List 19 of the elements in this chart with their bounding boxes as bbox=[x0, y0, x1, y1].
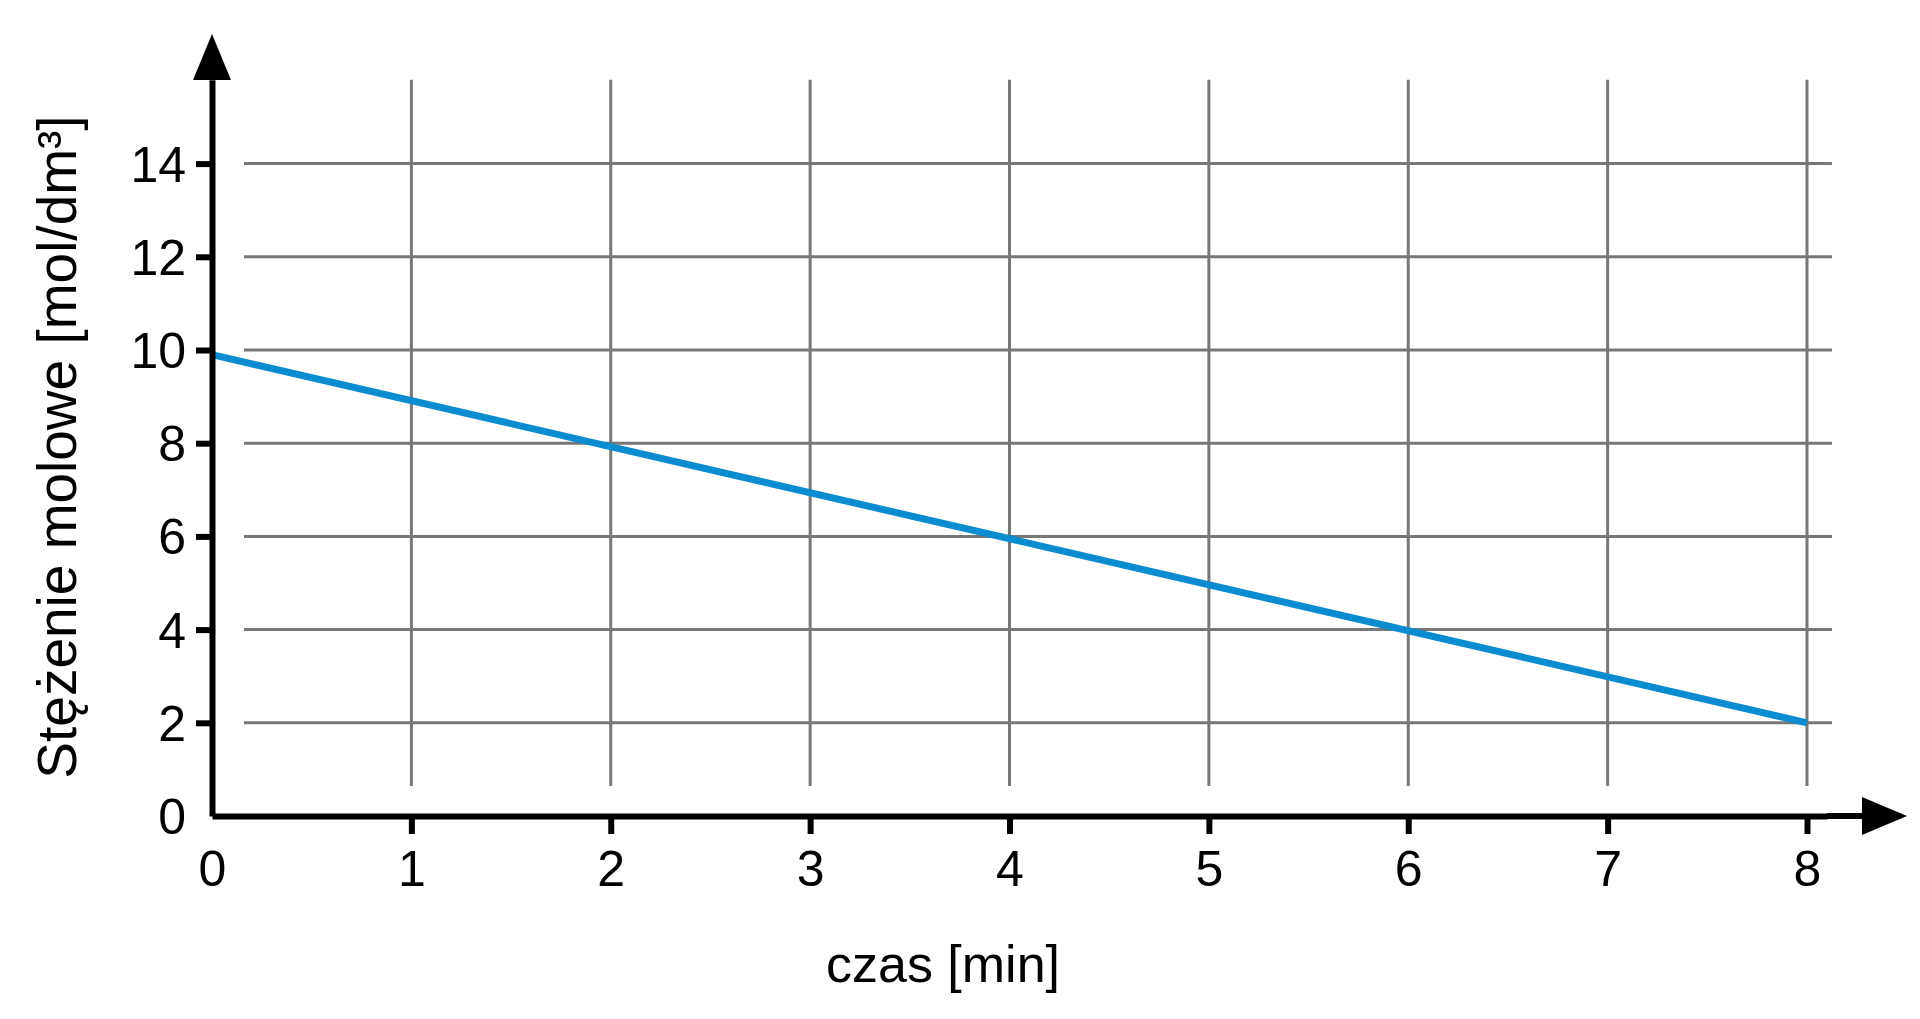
y-tick-label: 12 bbox=[130, 229, 186, 286]
y-tick-label: 6 bbox=[158, 509, 186, 566]
y-axis-title: Stężenie molowe [mol/dm³] bbox=[26, 115, 88, 779]
y-tick-label: 4 bbox=[158, 602, 186, 659]
x-tick-label: 0 bbox=[198, 841, 227, 897]
x-tick-label: 3 bbox=[796, 841, 825, 897]
x-tick-label: 2 bbox=[597, 841, 626, 897]
x-tick-label: 5 bbox=[1195, 841, 1224, 897]
x-axis-title: czas [min] bbox=[825, 935, 1061, 993]
x-tick-label: 1 bbox=[397, 841, 426, 897]
y-tick-label: 8 bbox=[158, 416, 186, 473]
y-tick-label: 14 bbox=[130, 136, 186, 193]
x-tick-label: 7 bbox=[1594, 841, 1623, 897]
y-tick-label: 10 bbox=[130, 323, 186, 379]
y-tick-label: 0 bbox=[158, 789, 186, 845]
x-tick-label: 4 bbox=[996, 841, 1024, 897]
x-tick-label: 6 bbox=[1394, 841, 1423, 897]
y-tick-label: 2 bbox=[158, 695, 186, 752]
x-tick-label: 8 bbox=[1793, 841, 1822, 897]
